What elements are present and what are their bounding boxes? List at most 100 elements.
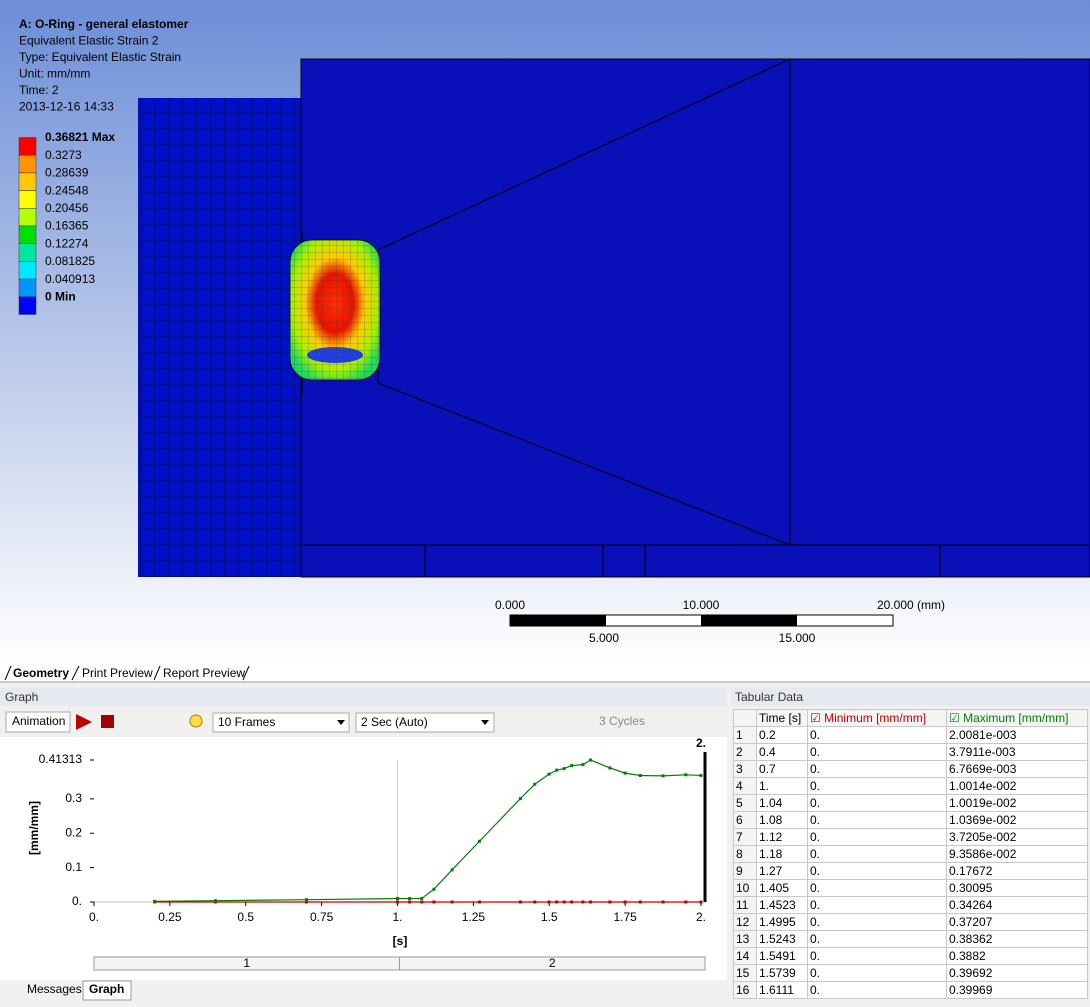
result-header: A: O-Ring - general elastomer Equivalent … [19,17,189,114]
header-line: Equivalent Elastic Strain 2 [19,34,159,48]
table-row: 8 1.18 0. 9.3586e-002 [733,845,1088,863]
scale-label: 5.000 [589,631,619,645]
panel-header [0,688,727,706]
header-cell[interactable]: ☑ Minimum [mm/mm] [807,709,947,727]
legend-swatch [18,137,37,156]
tab-strip [0,663,1090,683]
table-cell: 1.08 [756,811,808,829]
header-line: Unit: mm/mm [19,67,90,81]
table-cell: 0.3882 [946,947,1088,965]
table-cell: 6.7669e-003 [946,760,1088,778]
table-row: 1 0.2 0. 2.0081e-003 [733,726,1088,744]
row-index: 7 [733,828,757,846]
legend-swatch [18,208,37,227]
scale-label: 20.000 (mm) [877,598,945,612]
table-row: 12 1.4995 0. 0.37207 [733,913,1088,931]
row-index: 8 [733,845,757,863]
bottom-tab-active [82,980,132,1001]
row-index: 16 [733,981,757,999]
legend: 0.36821 Max 0.3273 0.28639 0.24548 0.20456 0.… [18,130,115,315]
header-cell: Time [s] [756,709,808,727]
data-point [661,774,665,778]
table-cell: 1.18 [756,845,808,863]
tabular-data: Time [s] ☑ Minimum [mm/mm] ☑ Maximum [mm… [733,709,1088,999]
tab[interactable]: Print Preview [82,666,153,680]
frames-dropdown[interactable] [212,712,350,733]
x-tick-label: 1.75 [613,910,637,924]
data-point [533,900,537,904]
row-index: 12 [733,913,757,931]
dropdown-arrow [337,720,345,725]
data-point [420,896,424,900]
table-cell: 0. [807,828,947,846]
table-cell: 1.12 [756,828,808,846]
duration-dropdown[interactable] [355,712,495,733]
legend-label: 0.24548 [45,183,89,197]
duration-value: 2 Sec (Auto) [361,715,428,729]
table-cell: 1.0014e-002 [946,777,1088,795]
table-row: 16 1.6111 0. 0.39969 [733,981,1088,999]
legend-label: 0.36821 Max [45,130,115,144]
panel-title: Tabular Data [735,690,803,704]
play-icon[interactable] [76,714,92,730]
stop-icon[interactable] [101,715,114,728]
plot-area [0,737,727,980]
table-cell: 0.39692 [946,964,1088,982]
bottom-tab[interactable]: Graph [89,982,124,996]
data-point [396,900,399,904]
tab[interactable]: Geometry [13,666,69,680]
scale-bar: 0.000 10.000 20.000 (mm) 5.000 15.000 [495,598,945,645]
scale-label: 0.000 [495,598,525,612]
table-cell: 0. [807,964,947,982]
data-point [555,900,559,904]
table-cell: 0.39969 [946,981,1088,999]
data-point [570,764,574,768]
row-index: 11 [733,896,757,914]
step-label: 1 [243,956,250,970]
data-point [684,900,688,904]
x-tick-label: 0.25 [158,910,182,924]
x-tick-label: 1. [392,910,402,924]
row-index: 6 [733,811,757,829]
data-point [477,900,481,904]
data-point [562,900,566,904]
row-index: 10 [733,879,757,897]
data-point [562,767,566,771]
table-cell: 0. [807,760,947,778]
legend-label: 0.28639 [45,166,89,180]
row-index: 1 [733,726,757,744]
header-line: A: O-Ring - general elastomer [19,17,189,31]
table-cell: 0. [807,845,947,863]
data-point [304,898,308,902]
row-index: 15 [733,964,757,982]
scale-label: 10.000 [683,598,720,612]
table-row: 4 1. 0. 1.0014e-002 [733,777,1088,795]
table-cell: 0.4 [756,743,808,761]
legend-label: 0.081825 [45,254,95,268]
data-point [547,772,551,776]
tab[interactable]: Report Preview [163,666,245,680]
header-cell[interactable]: ☑ Maximum [mm/mm] [946,709,1088,727]
table-cell: 1.405 [756,879,808,897]
bottom-tab[interactable]: Messages [27,982,82,996]
y-tick-label: 0.3 [65,791,82,805]
legend-swatch [18,154,37,174]
legend-swatch [18,190,37,209]
table-cell: 0.30095 [946,879,1088,897]
data-point [450,868,454,872]
table-cell: 0. [807,981,947,999]
legend-label: 0.20456 [45,201,89,215]
table-cell: 0. [807,896,947,914]
table-row: 9 1.27 0. 0.17672 [733,862,1088,880]
hint-icon[interactable] [189,714,203,728]
x-tick-label: 1.25 [462,910,486,924]
tab-edge [4,665,250,681]
animation-button[interactable] [5,711,71,733]
table-cell: 1.0019e-002 [946,794,1088,812]
table-row: 14 1.5491 0. 0.3882 [733,947,1088,965]
data-point [699,773,703,777]
legend-swatch [18,225,37,244]
table-row: 7 1.12 0. 3.7205e-002 [733,828,1088,846]
legend-label: 0.040913 [45,272,95,286]
data-point [518,900,522,904]
